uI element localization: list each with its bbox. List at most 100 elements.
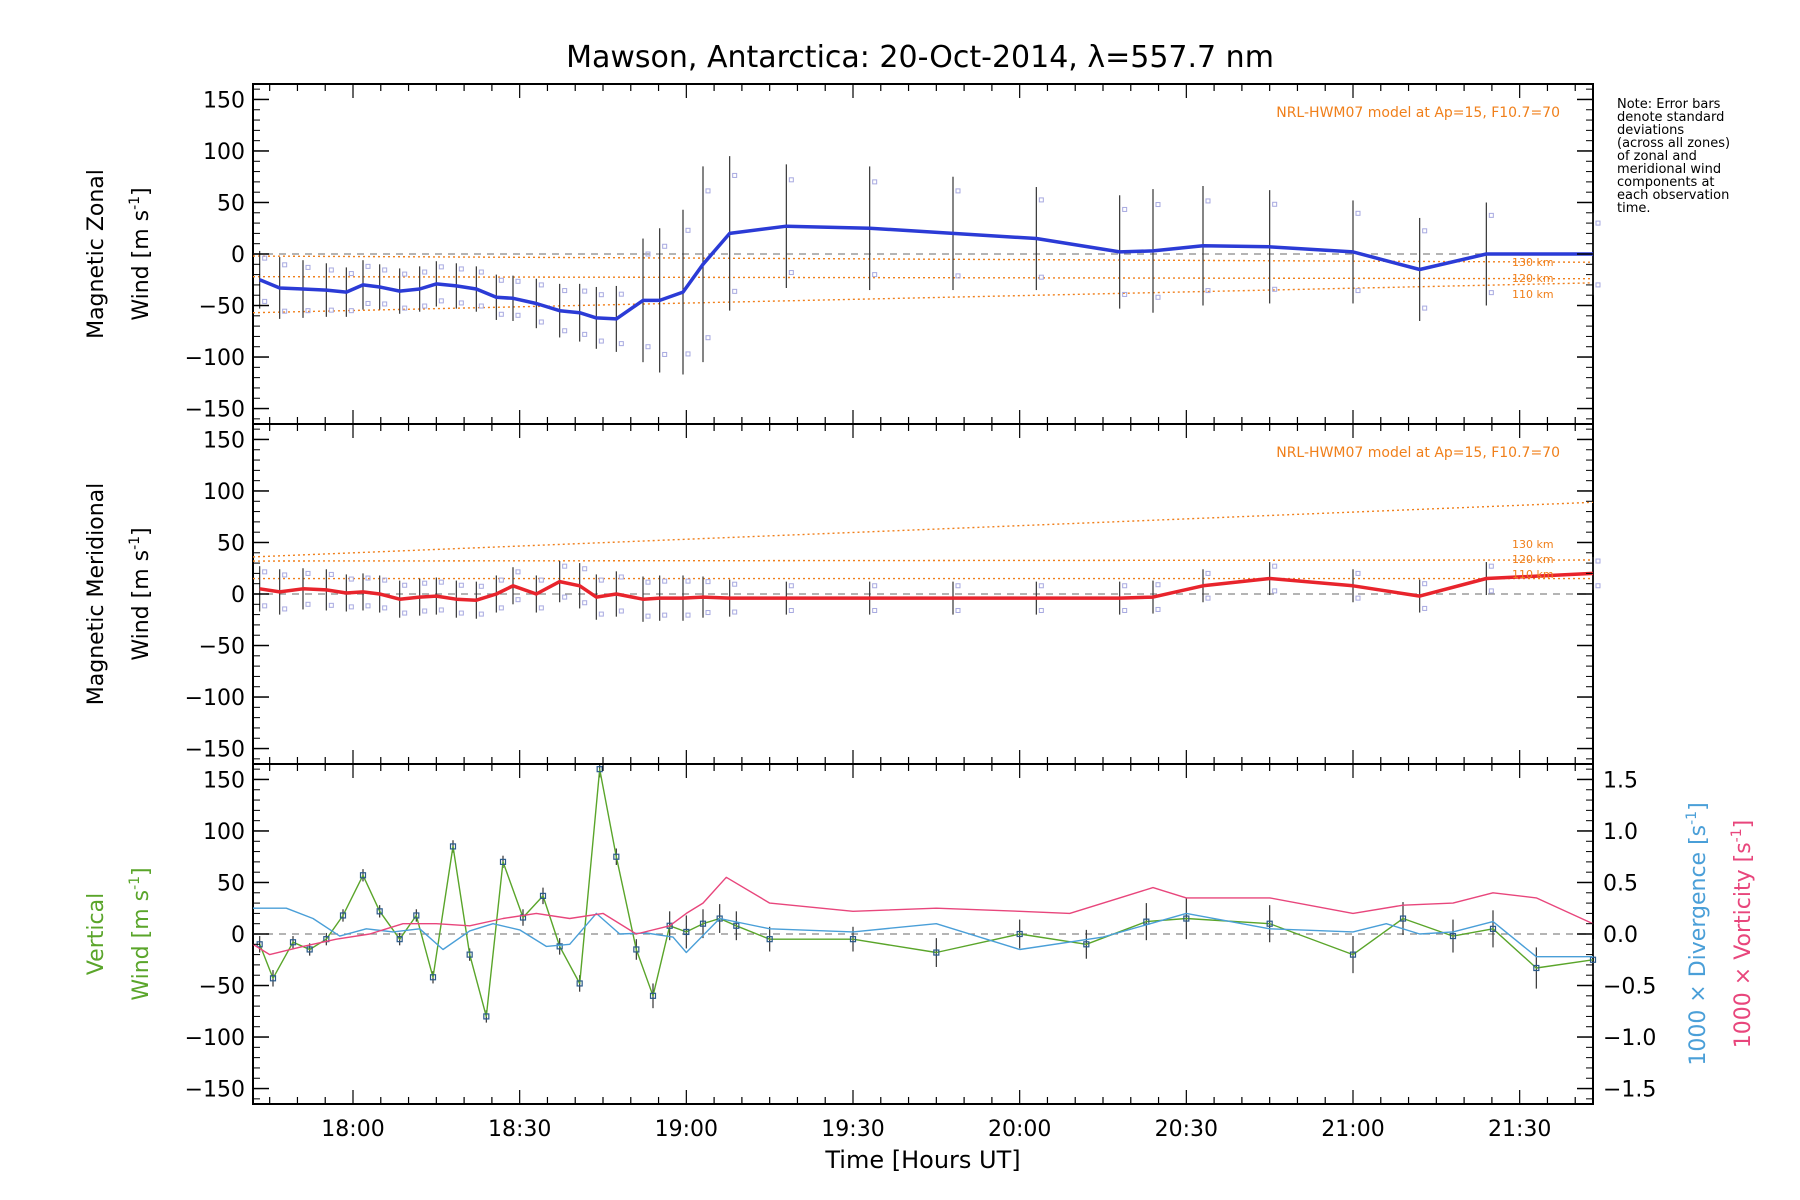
- vorticity-line: [252, 876, 1594, 956]
- zonal-wind-zone-point: [1422, 228, 1428, 234]
- vertical-ylabel-line2: Wind [m s-1]: [127, 867, 154, 1000]
- meridional-wind-zone-point: [872, 607, 878, 613]
- meridional-wind-zone-point: [458, 610, 464, 616]
- meridional-wind-zone-point: [478, 583, 484, 589]
- zonal-wind-zone-point: [458, 266, 464, 272]
- divergence-ylabel: 1000 × Divergence [s-1]: [1684, 802, 1711, 1065]
- meridional-wind-zone-point: [582, 600, 588, 606]
- zonal-wind-zone-point: [1422, 305, 1428, 311]
- meridional-wind-zone-point: [1038, 607, 1044, 613]
- vertical-wind-point: [396, 936, 403, 943]
- vertical-wind-point: [766, 936, 773, 943]
- zonal-wind-zone-point: [582, 331, 588, 337]
- zonal-wind-zone-point: [422, 269, 428, 275]
- meridional-wind-zone-point: [538, 577, 544, 583]
- meridional-wind-zone-point: [645, 613, 651, 619]
- zonal-wind-zone-point: [1205, 288, 1211, 294]
- zonal-ylabel-line2: Wind [m s-1]: [127, 187, 154, 320]
- meridional-wind-zone-point: [1488, 588, 1494, 594]
- meridional-ytick-label: 150: [203, 428, 245, 453]
- zonal-ytick-label: −100: [185, 346, 245, 371]
- zonal-wind-zone-point: [788, 270, 794, 276]
- zonal-wind-zone-point: [438, 264, 444, 270]
- zonal-wind-zone-point: [562, 328, 568, 334]
- meridional-wind-zone-point: [582, 566, 588, 572]
- zonal-wind-zone-point: [1205, 198, 1211, 204]
- zonal-wind-zone-point: [872, 179, 878, 185]
- zonal-wind-zone-point: [538, 282, 544, 288]
- zonal-wind-zone-point: [685, 227, 691, 233]
- meridional-wind-zone-point: [422, 608, 428, 614]
- meridional-ytick-label: −50: [199, 635, 245, 660]
- note-line: Note: Error bars: [1617, 97, 1721, 112]
- vertical-wind-point: [849, 936, 857, 943]
- meridional-wind-zone-point: [328, 602, 334, 608]
- meridional-wind-zone-point: [645, 579, 651, 585]
- meridional-wind-zone-point: [1205, 595, 1211, 601]
- zonal-wind-zone-point: [365, 263, 371, 269]
- vertical-wind-point: [1349, 951, 1357, 958]
- meridional-model-line: [252, 559, 1594, 562]
- zonal-wind-zone-point: [478, 303, 484, 309]
- zonal-ylabel-sup: -1: [127, 196, 143, 210]
- vertical-wind-point: [1183, 915, 1190, 922]
- right-ytick-label: −0.5: [1603, 975, 1656, 1000]
- zonal-wind-zone-point: [955, 188, 961, 194]
- vertical-wind-point: [733, 922, 740, 929]
- vertical-ytick-label: 150: [203, 768, 245, 793]
- zonal-wind-zone-point: [732, 172, 738, 178]
- vertical-wind-point: [449, 843, 457, 850]
- meridional-wind-zone-point: [1422, 581, 1428, 587]
- zonal-wind-zone-point: [598, 338, 604, 344]
- meridional-model-height-120: 120 km: [1512, 553, 1554, 566]
- vertical-ytick-label: −50: [199, 975, 245, 1000]
- x-axis-label: Time [Hours UT]: [824, 1146, 1020, 1174]
- note-line: (across all zones): [1617, 136, 1731, 151]
- meridional-wind-zone-point: [1155, 606, 1161, 612]
- zonal-wind-zone-point: [458, 300, 464, 306]
- meridional-wind-zone-point: [872, 583, 878, 589]
- meridional-ylabel-line2: Wind [m s-1]: [127, 527, 154, 660]
- divergence-line: [253, 907, 1593, 958]
- vertical-wind-point: [359, 872, 367, 879]
- note-line: deviations: [1617, 123, 1685, 138]
- zonal-wind-zone-point: [1155, 294, 1161, 300]
- vorticity-ylabel-text: 1000 × Vorticity [s: [1731, 842, 1756, 1048]
- meridional-model-label: NRL-HWM07 model at Ap=15, F10.7=70: [1276, 445, 1560, 461]
- meridional-wind-zone-point: [618, 608, 624, 614]
- meridional-ylabel-sup: -1: [127, 536, 143, 550]
- vertical-ylabel-bracket: ]: [129, 867, 154, 876]
- zonal-wind-zone-point: [1272, 286, 1278, 292]
- meridional-wind-zone-point: [598, 577, 604, 583]
- meridional-wind-zone-point: [732, 609, 738, 615]
- meridional-wind-zone-point: [1205, 570, 1211, 576]
- meridional-wind-zone-point: [402, 610, 408, 616]
- meridional-ytick-label: −100: [185, 686, 245, 711]
- x-tick-label: 19:30: [821, 1117, 884, 1142]
- meridional-ytick-label: 100: [203, 480, 245, 505]
- vertical-wind-point: [633, 946, 640, 953]
- tick-layer: 150 100 50 0 −50 −100 −150 150 100 50 0 −50 −100 −150…: [185, 84, 1656, 1142]
- zonal-wind-zone-point: [348, 271, 354, 277]
- meridional-model-height-130: 130 km: [1512, 538, 1554, 551]
- vertical-wind-point: [1449, 932, 1457, 940]
- vertical-wind-point: [613, 853, 620, 860]
- zonal-wind-zone-point: [662, 243, 668, 249]
- zonal-wind-zone-point: [328, 307, 334, 313]
- meridional-model-line: [252, 501, 1594, 558]
- meridional-wind-zone-point: [305, 601, 311, 607]
- meridional-wind-zone-point: [348, 576, 354, 582]
- zonal-wind-zone-point: [562, 288, 568, 294]
- zonal-wind-zone-point: [1488, 290, 1494, 296]
- zonal-wind-zone-point: [348, 308, 354, 314]
- meridional-wind-zone-point: [282, 572, 288, 578]
- zonal-wind-zone-point: [282, 262, 288, 268]
- zonal-wind-zone-point: [705, 335, 711, 341]
- vertical-wind-point: [1533, 964, 1540, 972]
- zonal-wind-zone-point: [1122, 291, 1128, 297]
- meridional-wind-zone-point: [1595, 583, 1601, 589]
- vertical-wind-point: [339, 912, 347, 919]
- meridional-wind-line: [259, 571, 1594, 602]
- meridional-wind-zone-point: [1122, 607, 1128, 613]
